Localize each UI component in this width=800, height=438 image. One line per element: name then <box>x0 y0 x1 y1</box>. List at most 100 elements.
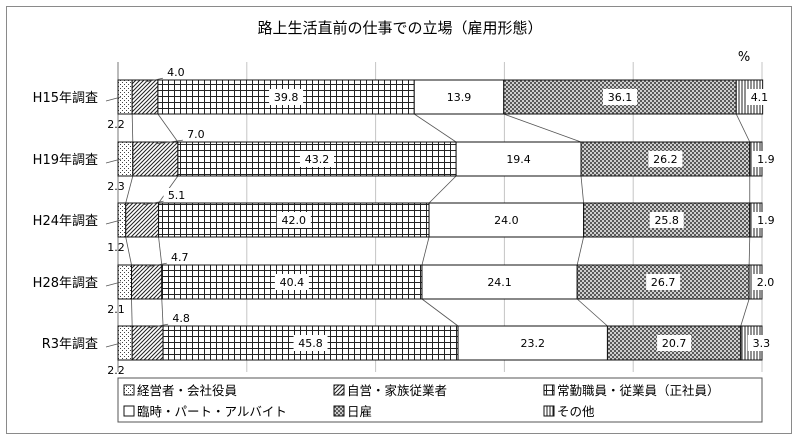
legend-label: 経営者・会社役員 <box>137 383 238 398</box>
value-label-bg <box>168 311 195 325</box>
connector-line <box>576 298 608 327</box>
value-label: 1.9 <box>757 214 775 227</box>
value-label-bg <box>166 250 193 264</box>
value-label: 2.3 <box>107 180 125 193</box>
bar-segment <box>125 202 160 238</box>
value-label: 4.8 <box>172 312 190 325</box>
connector-line <box>503 113 582 143</box>
bar-segment <box>131 264 163 300</box>
label-leader-line <box>105 342 122 348</box>
value-label-bg <box>182 127 209 141</box>
value-label-bg <box>649 212 684 228</box>
connector-line <box>131 298 133 327</box>
value-label: 42.0 <box>282 214 307 227</box>
chart-title: 路上生活直前の仕事での立場（雇用形態） <box>257 19 542 37</box>
value-label-bg <box>274 274 309 290</box>
connector-line <box>580 175 585 204</box>
label-leader-line <box>155 139 184 145</box>
unit-label: % <box>738 50 750 65</box>
category-label: H24年調査 <box>33 214 98 229</box>
value-label: 13.9 <box>447 91 472 104</box>
value-label-bg <box>501 151 536 167</box>
category-label: H15年調査 <box>33 91 98 106</box>
category-label: H19年調査 <box>33 153 98 168</box>
connector-line <box>414 113 457 143</box>
value-label: 5.1 <box>168 189 186 202</box>
value-label: 43.2 <box>305 153 330 166</box>
value-label: 24.0 <box>494 214 519 227</box>
label-leader-line <box>147 323 170 329</box>
value-label-bg <box>745 89 773 105</box>
value-label: 26.2 <box>653 153 678 166</box>
value-label-bg <box>441 89 476 105</box>
legend-box <box>117 377 763 423</box>
value-label: 23.2 <box>520 337 545 350</box>
connector-line <box>158 236 163 266</box>
connector-line <box>131 113 134 143</box>
connector-line <box>740 298 750 327</box>
category-label: R3年調査 <box>42 337 98 352</box>
bar-segment <box>131 325 164 361</box>
value-label: 26.7 <box>651 276 676 289</box>
value-label: 4.1 <box>751 91 769 104</box>
bar-segment <box>132 141 179 177</box>
value-label-bg <box>162 65 189 79</box>
category-label: H28年調査 <box>33 276 98 291</box>
value-label-bg <box>515 335 550 351</box>
connector-line <box>735 113 751 143</box>
connector-line <box>421 236 430 266</box>
legend-swatch <box>123 384 135 396</box>
value-label: 40.4 <box>280 276 305 289</box>
value-label-bg <box>602 89 637 105</box>
connector-line <box>576 236 585 266</box>
legend-label: 常勤職員・従業員（正社員） <box>557 383 720 398</box>
label-leader-line <box>105 158 122 164</box>
value-label: 20.7 <box>662 337 687 350</box>
value-label: 1.9 <box>757 153 775 166</box>
value-label: 39.8 <box>274 91 299 104</box>
connector-line <box>125 236 132 266</box>
bar-segment <box>131 79 159 115</box>
value-label-bg <box>648 151 683 167</box>
legend-label: 臨時・パート・アルバイト <box>137 404 287 419</box>
legend-swatch <box>333 384 345 396</box>
value-label: 19.4 <box>506 153 531 166</box>
value-label-bg <box>489 212 524 228</box>
value-label: 1.2 <box>107 241 125 254</box>
value-label-bg <box>293 335 328 351</box>
value-label-bg <box>269 89 304 105</box>
label-leader-line <box>105 96 122 102</box>
value-label: 2.2 <box>107 118 125 131</box>
value-label: 2.1 <box>107 303 125 316</box>
label-leader-line <box>105 281 122 287</box>
value-label-bg <box>752 274 780 290</box>
bar-segment <box>455 141 582 177</box>
label-leader-line <box>105 219 122 225</box>
value-label-bg <box>646 274 681 290</box>
chart-frame <box>6 6 792 434</box>
value-label-bg <box>747 335 775 351</box>
value-label-bg <box>752 212 780 228</box>
value-label: 24.1 <box>487 276 512 289</box>
legend-swatch <box>123 405 135 417</box>
value-label: 3.3 <box>753 337 771 350</box>
connector-line <box>421 298 459 327</box>
label-leader-line <box>146 262 168 268</box>
legend-swatch <box>543 384 555 396</box>
value-label: 25.8 <box>654 214 679 227</box>
legend-label: 日雇 <box>347 404 372 419</box>
value-label-bg <box>163 188 190 202</box>
bar-segment <box>457 325 608 361</box>
connector-line <box>161 298 164 327</box>
bar-segment <box>177 141 457 177</box>
connector-line <box>428 175 457 204</box>
value-label: 2.2 <box>107 364 125 377</box>
value-label: 2.0 <box>757 276 775 289</box>
label-leader-line <box>144 77 165 83</box>
connector-line <box>748 236 751 266</box>
value-label: 7.0 <box>187 128 205 141</box>
connector-line <box>125 175 134 204</box>
value-label-bg <box>276 212 311 228</box>
value-label-bg <box>657 335 692 351</box>
